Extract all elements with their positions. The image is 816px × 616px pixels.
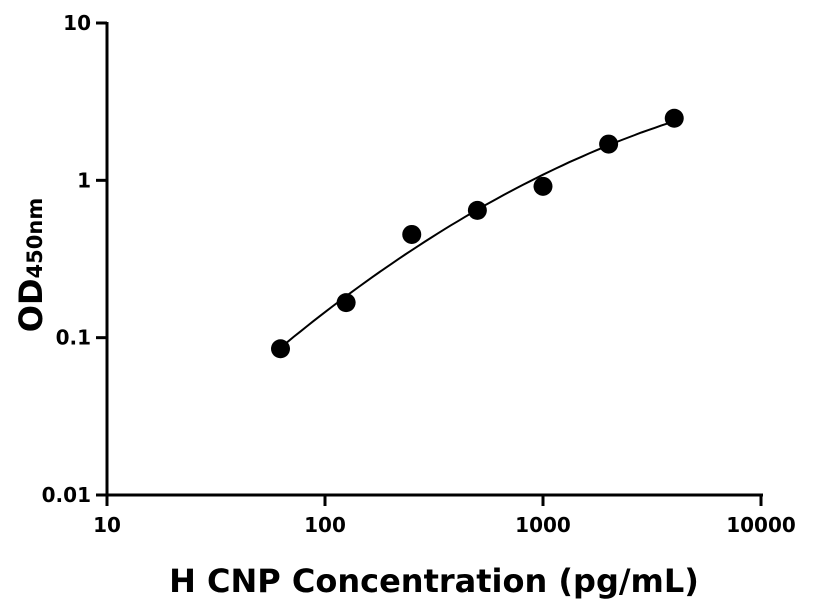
data-points: [271, 108, 684, 359]
fit-curve: [279, 120, 675, 349]
x-tick-label: 100: [304, 513, 346, 537]
x-axis-label: H CNP Concentration (pg/mL): [169, 562, 699, 600]
data-point: [664, 108, 684, 128]
data-point: [336, 293, 356, 313]
data-point: [533, 176, 553, 196]
y-axis-label-subscript: 450nm: [23, 198, 47, 279]
y-tick-label: 0.1: [56, 326, 91, 350]
y-tick-label: 1: [77, 168, 91, 192]
data-point: [467, 200, 487, 220]
y-tick-label: 10: [63, 11, 91, 35]
axes: 10 100 1000 10000 0.01 0.1 1 10: [42, 11, 796, 537]
x-tick-label: 1000: [515, 513, 571, 537]
y-axis-label: OD450nm: [12, 198, 50, 332]
x-tick-label: 10000: [726, 513, 796, 537]
x-tick-label: 10: [93, 513, 121, 537]
y-tick-label: 0.01: [42, 483, 91, 507]
data-point: [271, 339, 291, 359]
y-axis-label-main: OD: [12, 278, 50, 332]
data-point: [402, 224, 422, 244]
data-point: [599, 134, 619, 154]
